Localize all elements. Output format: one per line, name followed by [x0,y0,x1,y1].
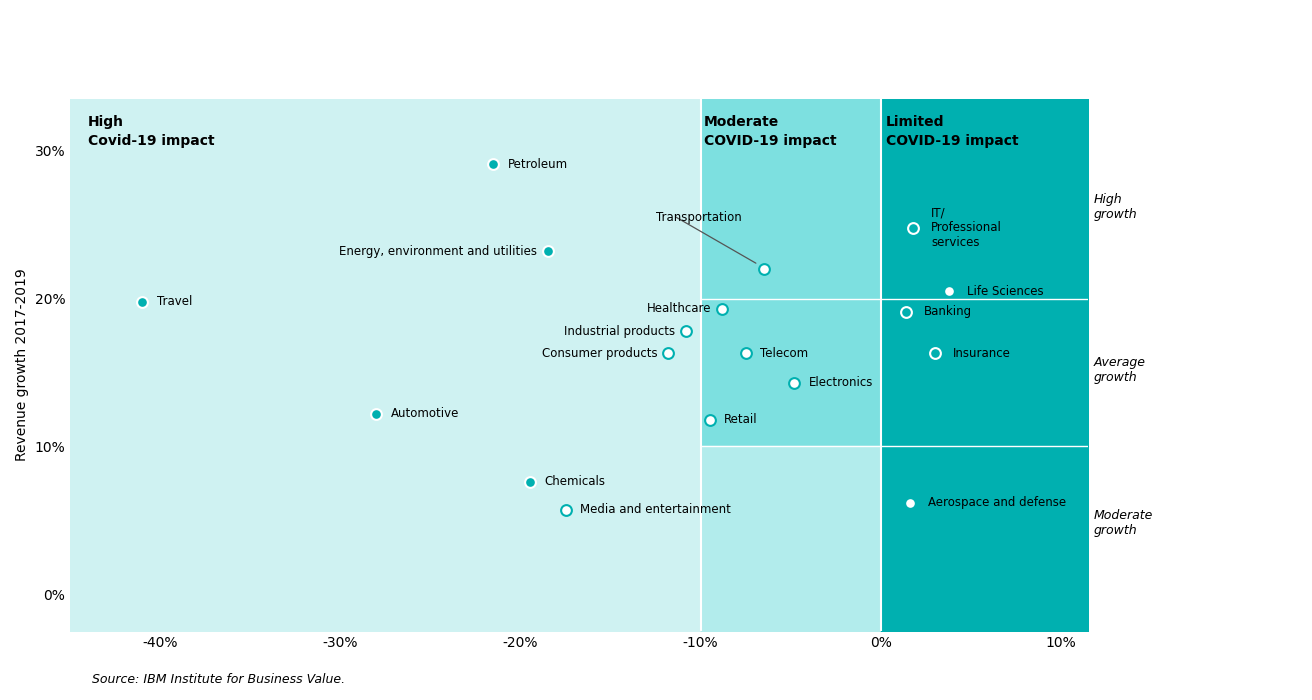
Point [899,497,920,508]
Text: Travel: Travel [156,295,192,308]
Text: Average
growth: Average growth [1093,356,1145,384]
Text: Aerospace and defense: Aerospace and defense [928,496,1065,509]
Text: Limited: Limited [886,115,945,129]
Point [699,414,720,426]
Point [753,263,774,274]
Text: Telecom: Telecom [760,346,808,360]
Text: COVID-19 impact: COVID-19 impact [886,134,1019,148]
Point [896,307,917,318]
Point [131,296,152,307]
Y-axis label: Revenue growth 2017-2019: Revenue growth 2017-2019 [14,269,29,461]
Point [711,303,732,314]
Text: Energy, environment and utilities: Energy, environment and utilities [338,245,537,258]
Text: Transportation: Transportation [656,211,743,224]
Text: Media and entertainment: Media and entertainment [580,503,731,517]
Text: Healthcare: Healthcare [647,302,711,316]
Point [735,348,756,359]
Text: High: High [88,115,125,129]
Text: Automotive: Automotive [391,407,459,420]
Text: Covid-19 impact: Covid-19 impact [88,134,215,148]
Text: Retail: Retail [724,413,757,426]
Point [676,326,697,337]
Point [903,222,924,233]
Text: Source: IBM Institute for Business Value.: Source: IBM Institute for Business Value… [92,673,345,686]
Point [783,377,804,388]
Text: Banking: Banking [924,305,972,318]
Text: Electronics: Electronics [808,377,872,389]
Text: IT/
Professional
services: IT/ Professional services [932,206,1002,249]
Text: Moderate: Moderate [705,115,779,129]
Text: Chemicals: Chemicals [544,475,605,489]
Point [520,476,541,487]
Point [555,504,576,515]
Point [537,246,558,257]
Text: High
growth: High growth [1093,193,1138,221]
Text: Petroleum: Petroleum [508,158,568,171]
Text: Industrial products: Industrial products [564,325,676,337]
Text: Moderate
growth: Moderate growth [1093,509,1153,537]
Point [657,348,678,359]
Text: Insurance: Insurance [953,346,1010,360]
Point [483,158,504,169]
Point [938,286,959,297]
Point [366,408,387,419]
Text: COVID-19 impact: COVID-19 impact [705,134,837,148]
Text: Consumer products: Consumer products [542,346,657,360]
Point [924,348,945,359]
Text: Life Sciences: Life Sciences [967,285,1044,298]
